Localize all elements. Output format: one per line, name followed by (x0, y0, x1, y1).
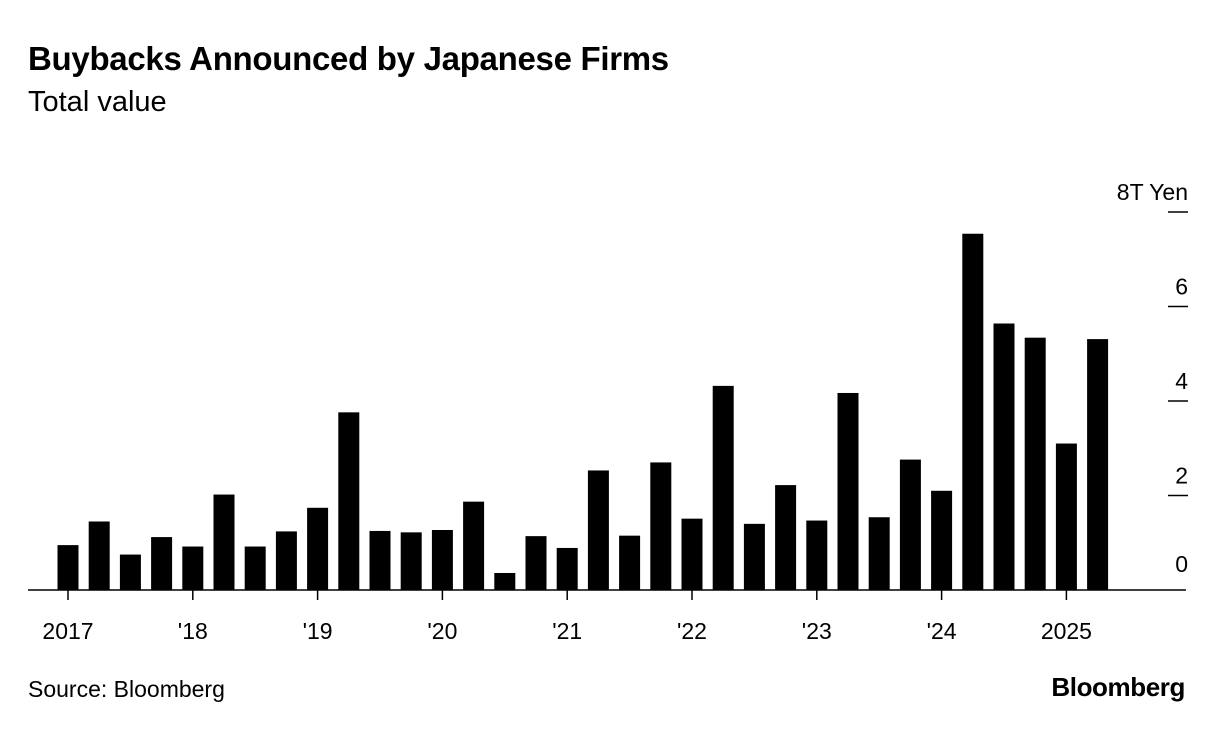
bar (88, 521, 110, 590)
bar (993, 323, 1015, 590)
y-tick-label: 6 (1175, 274, 1188, 300)
source-note: Source: Bloomberg (28, 676, 225, 702)
x-tick-label: '21 (552, 618, 582, 644)
bar (400, 532, 422, 590)
bar (182, 546, 204, 590)
bar (743, 523, 765, 590)
chart-title: Buybacks Announced by Japanese Firms (28, 40, 669, 77)
x-tick-label: 2017 (42, 618, 93, 644)
x-tick-label: '23 (802, 618, 832, 644)
bar (899, 459, 921, 590)
bar (307, 507, 329, 590)
x-tick-label: '18 (178, 618, 208, 644)
bar (587, 470, 609, 590)
bar (806, 520, 828, 590)
bar (556, 547, 578, 590)
bar (712, 385, 734, 590)
bar (619, 535, 641, 590)
y-tick-label: 8T Yen (1117, 179, 1188, 205)
bar (244, 546, 266, 590)
bar (837, 392, 859, 590)
bar (494, 572, 516, 590)
bar (868, 517, 890, 590)
bar (57, 545, 79, 590)
bar (151, 537, 173, 590)
bar (119, 554, 141, 590)
x-tick-label: '19 (303, 618, 333, 644)
bar (431, 529, 453, 590)
x-tick-label: '20 (427, 618, 457, 644)
bar (1024, 337, 1046, 590)
bar (681, 518, 703, 590)
x-tick-label: '22 (677, 618, 707, 644)
bar (1087, 339, 1109, 590)
bar (775, 485, 797, 590)
chart-subtitle: Total value (28, 86, 167, 118)
bar (931, 490, 953, 590)
bar (650, 462, 672, 590)
bar (1055, 443, 1077, 590)
y-tick-label: 0 (1175, 551, 1188, 577)
bar (275, 531, 297, 590)
bar (338, 412, 360, 590)
y-tick-label: 4 (1175, 368, 1188, 394)
bar (213, 494, 235, 590)
bar (525, 536, 547, 590)
bar (369, 530, 391, 590)
x-tick-label: 2025 (1041, 618, 1092, 644)
bloomberg-logo: Bloomberg (1051, 672, 1185, 702)
bar (463, 501, 485, 590)
x-tick-label: '24 (927, 618, 957, 644)
y-tick-label: 2 (1175, 463, 1188, 489)
bar (962, 233, 984, 591)
